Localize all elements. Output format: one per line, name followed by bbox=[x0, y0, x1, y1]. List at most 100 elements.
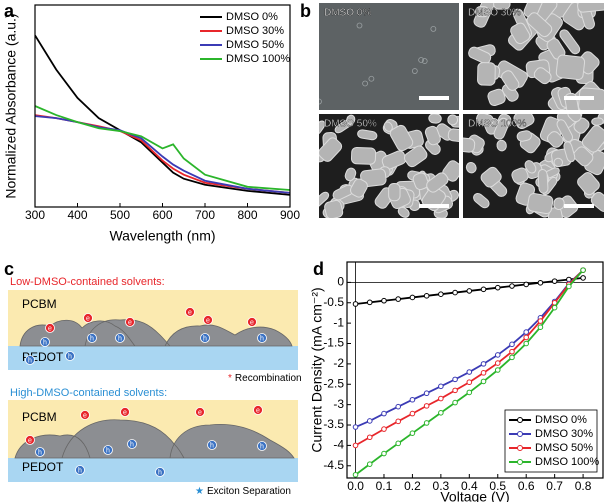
grain bbox=[513, 114, 535, 130]
grain bbox=[581, 125, 604, 153]
grain bbox=[319, 191, 330, 211]
carrier-label: e bbox=[198, 409, 202, 416]
data-point bbox=[480, 370, 487, 376]
carrier-label: e bbox=[188, 309, 192, 316]
note-symbol: * bbox=[228, 373, 232, 384]
carrier-label: h bbox=[78, 467, 82, 474]
hole bbox=[75, 465, 85, 475]
x-tick-label: 0.0 bbox=[347, 479, 364, 493]
grain bbox=[477, 62, 496, 86]
electron bbox=[203, 315, 213, 325]
grain bbox=[428, 114, 442, 124]
grain bbox=[473, 193, 490, 209]
data-point bbox=[494, 352, 501, 358]
carrier-label: e bbox=[86, 315, 90, 322]
note-symbol: ★ bbox=[195, 486, 204, 497]
pinhole bbox=[411, 68, 418, 74]
grain bbox=[555, 54, 586, 81]
grain bbox=[516, 130, 532, 142]
sem-tile: DMSO 30% bbox=[463, 3, 604, 110]
legend-marker bbox=[517, 417, 523, 423]
data-point bbox=[466, 369, 473, 375]
plot-area bbox=[35, 34, 290, 196]
x-tick-label: 0.3 bbox=[433, 479, 450, 493]
carrier-label: e bbox=[123, 409, 127, 416]
grain bbox=[527, 192, 554, 215]
grain bbox=[493, 3, 511, 10]
grain bbox=[324, 199, 344, 218]
pinhole bbox=[319, 98, 322, 105]
grain bbox=[526, 12, 553, 38]
grain bbox=[493, 117, 510, 140]
note-text: Recombination bbox=[235, 373, 302, 384]
grain bbox=[501, 70, 520, 91]
data-point bbox=[452, 399, 458, 406]
grain bbox=[553, 157, 564, 168]
grain bbox=[577, 172, 600, 196]
legend-note: * Recombination bbox=[228, 373, 302, 384]
hole bbox=[65, 351, 75, 361]
electron bbox=[195, 407, 205, 417]
electron bbox=[25, 435, 35, 445]
grain bbox=[397, 206, 410, 218]
data-point bbox=[452, 376, 458, 383]
legend-marker bbox=[517, 445, 523, 451]
data-point bbox=[438, 395, 444, 402]
sem-label: DMSO 30% bbox=[468, 8, 521, 19]
hole bbox=[257, 441, 267, 451]
y-axis-title: Normalized Absorbance (a.u.) bbox=[3, 13, 19, 198]
data-point bbox=[352, 471, 359, 478]
data-point bbox=[494, 360, 501, 366]
hole bbox=[207, 440, 217, 450]
data-point bbox=[381, 297, 387, 304]
x-tick-label: 800 bbox=[237, 208, 257, 222]
carrier-label: h bbox=[210, 442, 214, 449]
data-point bbox=[438, 383, 444, 390]
hole bbox=[115, 333, 125, 343]
grain bbox=[447, 128, 459, 143]
x-tick-label: 0.6 bbox=[518, 479, 535, 493]
hole bbox=[40, 337, 50, 347]
data-point bbox=[566, 283, 572, 290]
data-point bbox=[381, 426, 387, 432]
data-point bbox=[537, 318, 544, 324]
hole bbox=[103, 445, 113, 455]
data-point bbox=[352, 442, 359, 449]
data-point bbox=[523, 281, 530, 288]
data-point bbox=[423, 420, 430, 426]
legend-label: DMSO 100% bbox=[535, 456, 599, 468]
series-line bbox=[35, 105, 290, 191]
grain bbox=[590, 191, 604, 213]
data-point bbox=[537, 279, 544, 286]
data-point bbox=[423, 390, 430, 397]
layer-label: PEDOT bbox=[22, 460, 64, 474]
sem-tile: DMSO 50% bbox=[319, 114, 459, 218]
legend-label: DMSO 50% bbox=[535, 442, 593, 454]
schematic: Low-DMSO-contained solvents: PCBM PEDOT … bbox=[8, 276, 302, 497]
pinhole bbox=[421, 58, 428, 64]
electron bbox=[185, 307, 195, 317]
plot-frame bbox=[346, 261, 604, 479]
grain bbox=[474, 5, 490, 18]
pinhole bbox=[418, 57, 425, 63]
pinhole bbox=[368, 75, 375, 82]
grain bbox=[546, 131, 564, 148]
data-point bbox=[409, 396, 416, 403]
grain bbox=[349, 178, 368, 198]
data-point bbox=[366, 418, 373, 424]
grain bbox=[487, 88, 506, 107]
pinhole bbox=[430, 25, 437, 32]
grain bbox=[567, 114, 582, 123]
grain bbox=[511, 167, 529, 184]
x-tick-label: 500 bbox=[110, 208, 130, 222]
grain bbox=[447, 114, 459, 126]
carrier-label: h bbox=[28, 357, 32, 364]
sem-label: DMSO 100% bbox=[468, 119, 526, 130]
data-point bbox=[366, 299, 373, 306]
carrier-label: e bbox=[48, 325, 52, 332]
carrier-label: e bbox=[250, 319, 254, 326]
carrier-label: h bbox=[118, 335, 122, 342]
legend-label: DMSO 30% bbox=[226, 25, 284, 37]
grain bbox=[578, 87, 604, 110]
panel-label: d bbox=[313, 259, 324, 279]
